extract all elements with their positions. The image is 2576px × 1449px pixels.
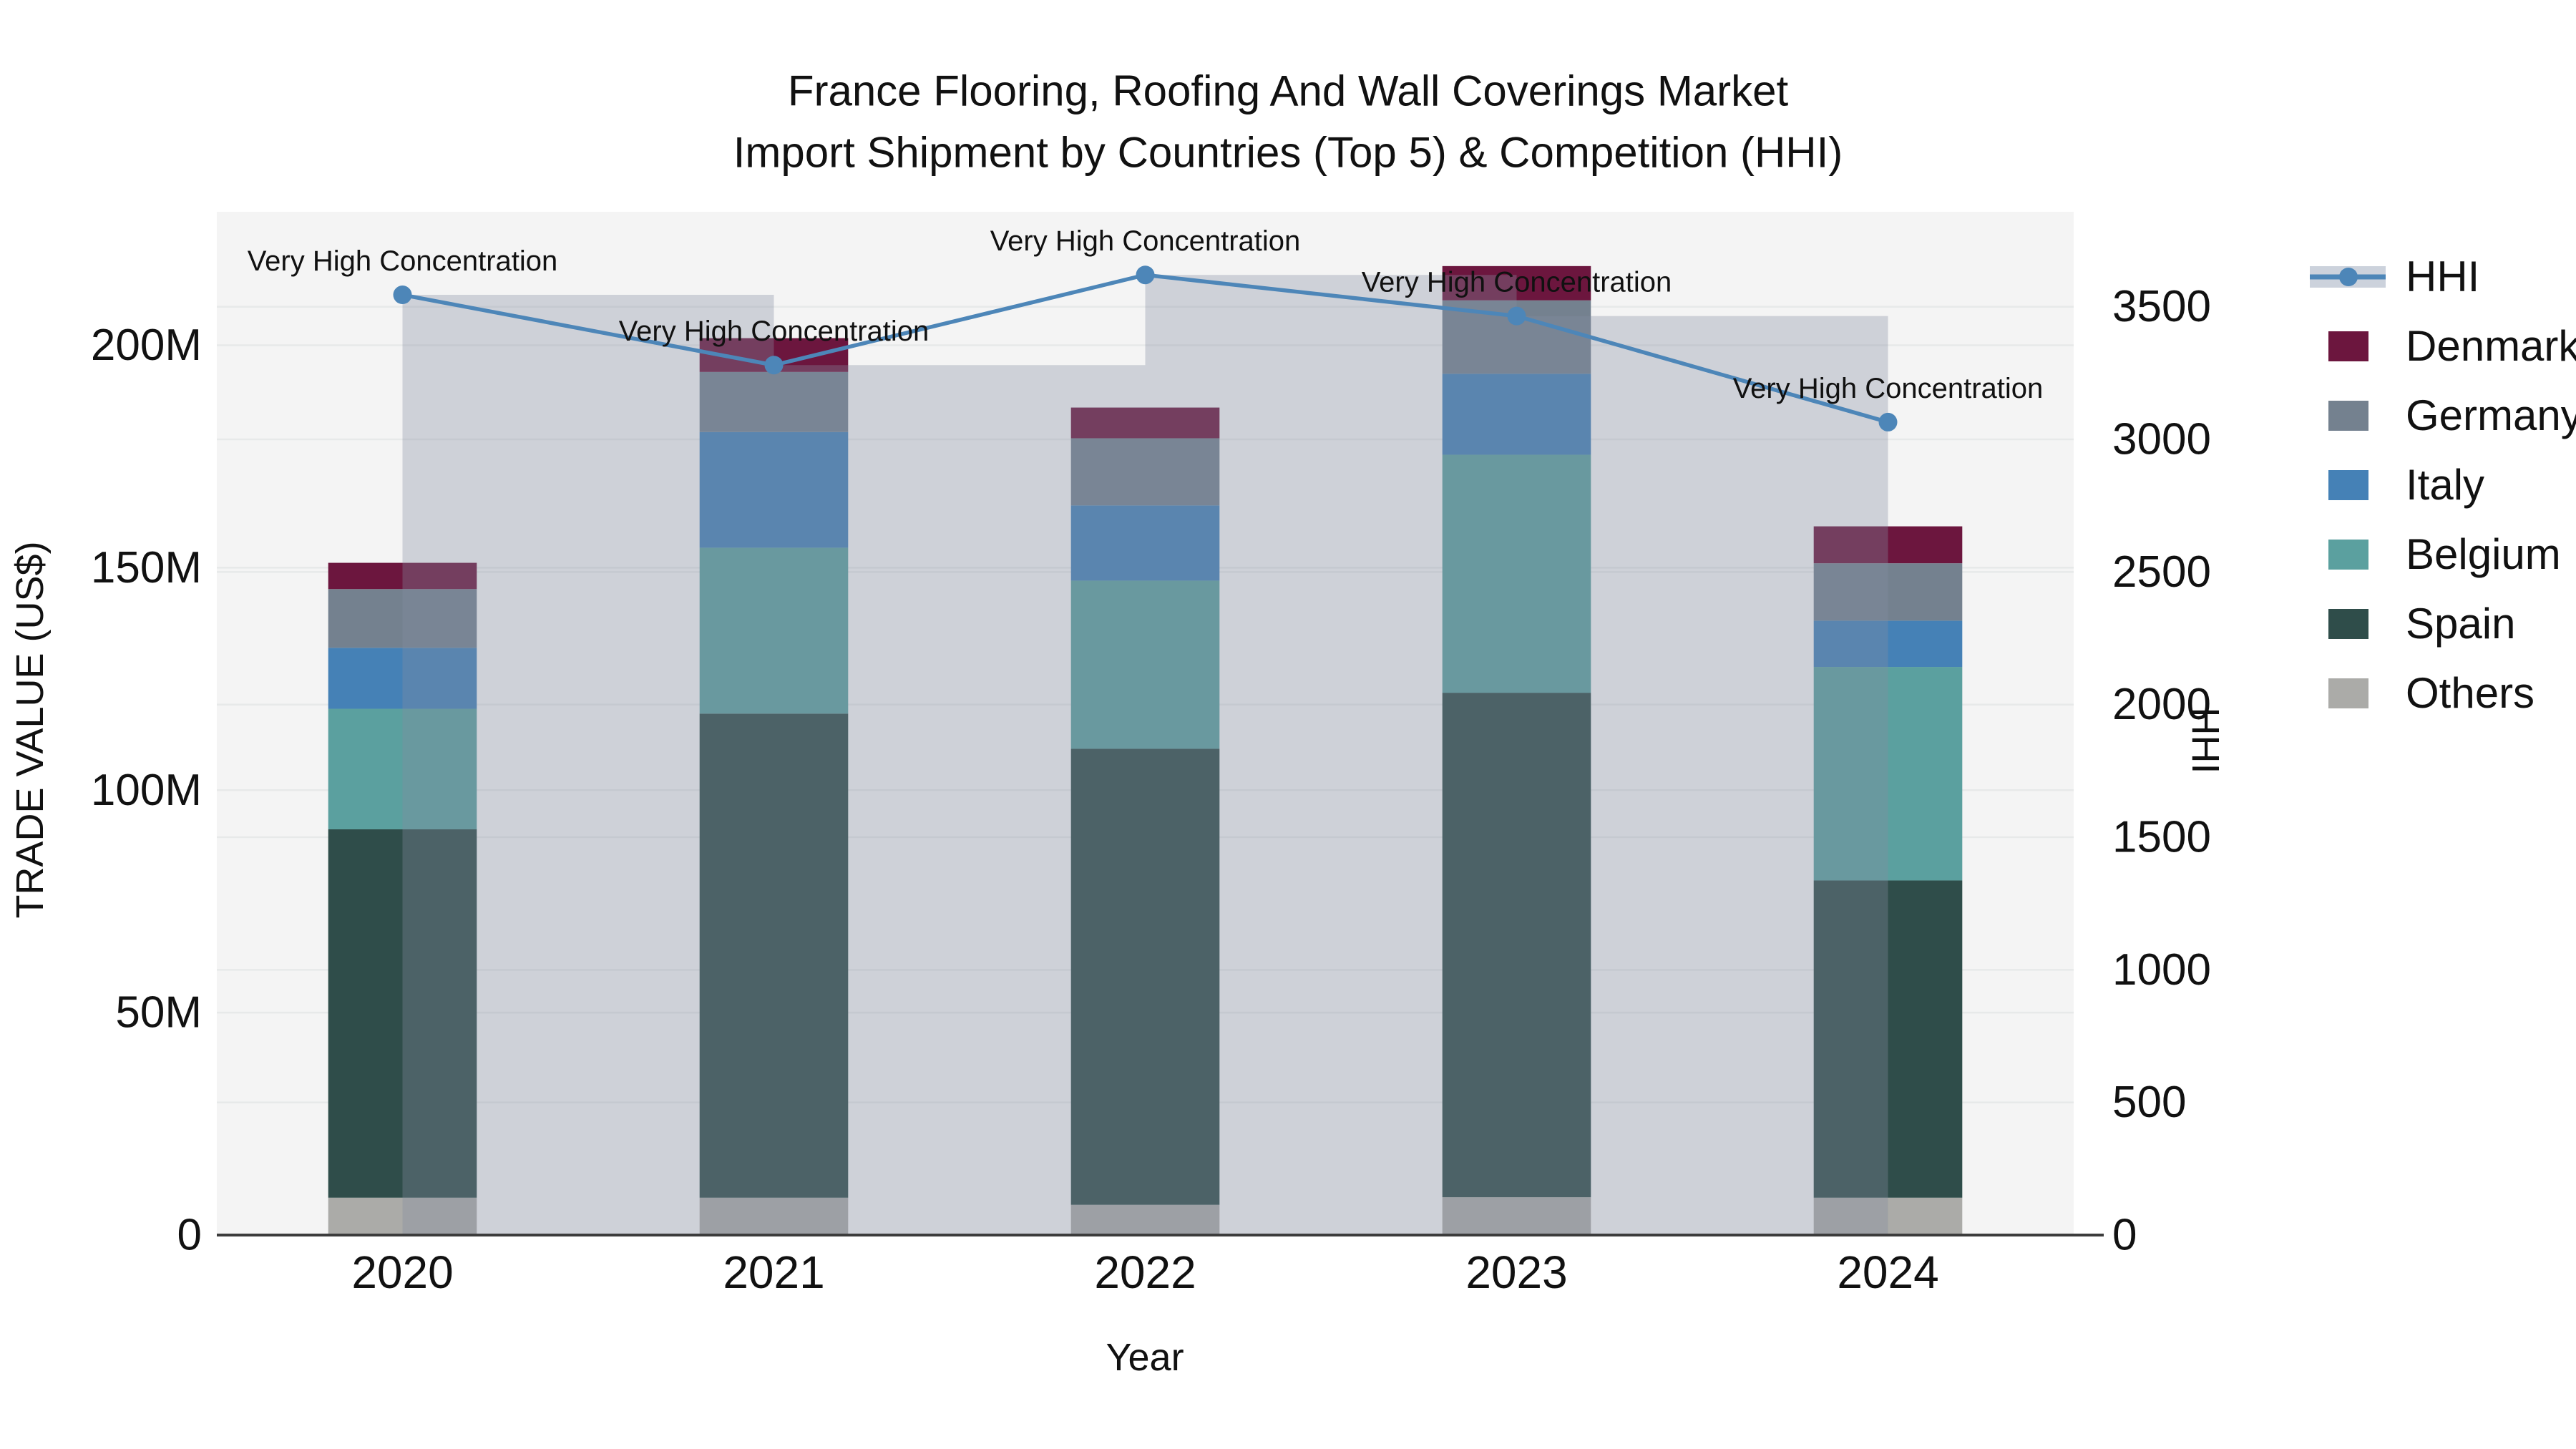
y-left-tick-150M: 150M xyxy=(91,543,202,592)
bar-segment-italy-2021[interactable] xyxy=(699,431,849,548)
legend-swatch-icon xyxy=(2310,539,2390,570)
y-right-tick-2500: 2500 xyxy=(2112,547,2211,597)
bar-segment-belgium-2022[interactable] xyxy=(1070,580,1220,749)
bar-segment-spain-2024[interactable] xyxy=(1813,880,1963,1198)
legend-label: HHI xyxy=(2406,253,2480,301)
legend-label: Belgium xyxy=(2406,530,2561,578)
hhi-marker-2021[interactable] xyxy=(764,356,784,375)
hhi-band-2022[interactable] xyxy=(1145,275,1517,1236)
bar-segment-denmark-2022[interactable] xyxy=(1070,407,1220,439)
bar-segment-spain-2022[interactable] xyxy=(1070,748,1220,1205)
annotation-layer: Very High Concentration Very High Concen… xyxy=(248,225,2044,404)
y-right-tick-3000: 3000 xyxy=(2112,415,2211,464)
chart-legend: HHI Denmark Germany Italy Belgium Spain Others xyxy=(2310,242,2576,728)
hhi-band-2020[interactable] xyxy=(402,295,774,1235)
stacked-bars-layer xyxy=(328,265,1963,1235)
hhi-line-layer xyxy=(393,265,1898,431)
y-right-tick-2000: 2000 xyxy=(2112,680,2211,729)
legend-label: Spain xyxy=(2406,600,2516,648)
hhi-band-layer xyxy=(402,275,1888,1236)
bar-segment-spain-2023[interactable] xyxy=(1442,693,1591,1198)
y-left-tick-50M: 50M xyxy=(115,988,202,1038)
annotation: Very High Concentration xyxy=(1362,267,1672,298)
legend-label: Italy xyxy=(2406,461,2485,509)
legend-item-italy[interactable]: Italy xyxy=(2310,450,2576,519)
legend-swatch-icon xyxy=(2310,608,2390,639)
annotation: Very High Concentration xyxy=(248,245,558,277)
bar-segment-italy-2023[interactable] xyxy=(1442,374,1591,455)
hhi-marker-2023[interactable] xyxy=(1507,306,1526,326)
legend-item-denmark[interactable]: Denmark xyxy=(2310,311,2576,381)
legend-label: Germany xyxy=(2406,391,2576,439)
bar-segment-germany-2024[interactable] xyxy=(1813,563,1963,621)
bar-segment-others-2023[interactable] xyxy=(1442,1197,1591,1235)
x-tick-2022: 2022 xyxy=(1094,1246,1196,1298)
bar-segment-spain-2021[interactable] xyxy=(699,713,849,1198)
bar-segment-others-2022[interactable] xyxy=(1070,1204,1220,1235)
bar-segment-germany-2021[interactable] xyxy=(699,371,849,432)
legend-item-spain[interactable]: Spain xyxy=(2310,589,2576,658)
legend-swatch-icon xyxy=(2310,469,2390,500)
bar-segment-denmark-2023[interactable] xyxy=(1442,265,1591,301)
bar-segment-italy-2022[interactable] xyxy=(1070,505,1220,581)
bar-segment-denmark-2020[interactable] xyxy=(328,562,477,590)
bar-segment-others-2024[interactable] xyxy=(1813,1197,1963,1235)
hhi-band-2023[interactable] xyxy=(1516,316,1888,1236)
bar-segment-others-2021[interactable] xyxy=(699,1197,849,1235)
y-right-tick-0: 0 xyxy=(2112,1211,2137,1260)
y-right-tick-3500: 3500 xyxy=(2112,282,2211,331)
legend-item-hhi[interactable]: HHI xyxy=(2310,242,2576,311)
hhi-marker-2022[interactable] xyxy=(1136,265,1155,285)
bar-segment-italy-2020[interactable] xyxy=(328,648,477,709)
bar-segment-belgium-2020[interactable] xyxy=(328,708,477,829)
bar-segment-belgium-2021[interactable] xyxy=(699,547,849,714)
bar-segment-denmark-2024[interactable] xyxy=(1813,526,1963,564)
hhi-marker-2024[interactable] xyxy=(1878,412,1898,431)
x-tick-2020: 2020 xyxy=(351,1246,453,1298)
bar-segment-italy-2024[interactable] xyxy=(1813,620,1963,668)
y-right-tick-500: 500 xyxy=(2112,1078,2186,1127)
y-left-tick-100M: 100M xyxy=(91,766,202,815)
legend-item-others[interactable]: Others xyxy=(2310,658,2576,728)
x-axis-title: Year xyxy=(1106,1336,1184,1379)
y-right-axis-title: HHI xyxy=(2184,708,2227,774)
legend-swatch-icon xyxy=(2310,331,2390,361)
bar-segment-belgium-2023[interactable] xyxy=(1442,454,1591,693)
y-left-axis-title: TRADE VALUE (US$) xyxy=(9,541,52,918)
bar-segment-germany-2022[interactable] xyxy=(1070,438,1220,506)
hhi-marker-2020[interactable] xyxy=(393,286,412,305)
bar-segment-germany-2020[interactable] xyxy=(328,589,477,648)
bar-segment-spain-2020[interactable] xyxy=(328,829,477,1198)
y-right-tick-1000: 1000 xyxy=(2112,945,2211,995)
chart-title-line2: Import Shipment by Countries (Top 5) & C… xyxy=(733,129,1843,177)
x-tick-2021: 2021 xyxy=(723,1246,824,1298)
bar-segment-others-2020[interactable] xyxy=(328,1197,477,1235)
annotation: Very High Concentration xyxy=(619,316,930,347)
legend-swatch-icon xyxy=(2310,400,2390,431)
annotation: Very High Concentration xyxy=(1733,373,2044,404)
y-right-tick-1500: 1500 xyxy=(2112,813,2211,862)
annotation: Very High Concentration xyxy=(990,225,1301,257)
x-tick-2023: 2023 xyxy=(1465,1246,1567,1298)
legend-label: Denmark xyxy=(2406,322,2576,370)
y-left-tick-0: 0 xyxy=(177,1211,202,1260)
chart-title-line1: France Flooring, Roofing And Wall Coveri… xyxy=(788,67,1789,115)
legend-item-belgium[interactable]: Belgium xyxy=(2310,519,2576,589)
legend-swatch-icon xyxy=(2310,678,2390,708)
tick-label-layer: 0 50M 100M 150M 200M 0 500 1000 1500 2000 2500 3000… xyxy=(91,282,2211,1298)
y-left-tick-200M: 200M xyxy=(91,321,202,370)
legend-label: Others xyxy=(2406,669,2535,717)
bar-segment-belgium-2024[interactable] xyxy=(1813,667,1963,881)
hhi-band-2021[interactable] xyxy=(774,365,1146,1236)
legend-item-germany[interactable]: Germany xyxy=(2310,381,2576,450)
x-tick-2024: 2024 xyxy=(1837,1246,1938,1298)
